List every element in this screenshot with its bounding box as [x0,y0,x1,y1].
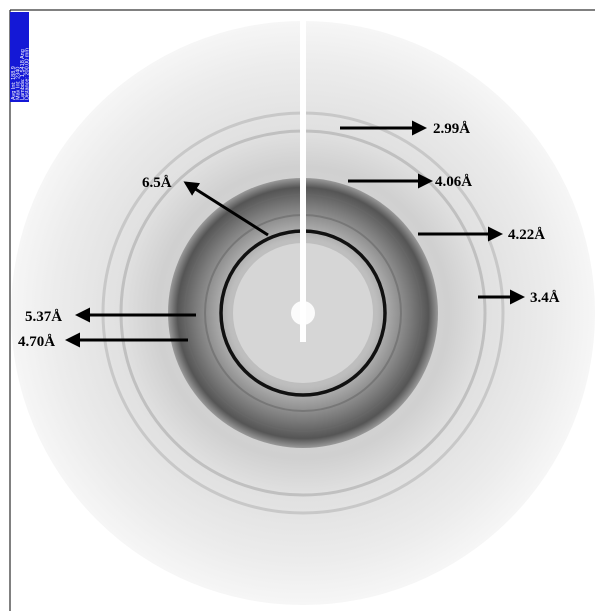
d-spacing-label: 4.70Å [18,334,55,350]
d-spacing-label: 6.5Å [142,175,172,191]
beam-stop [300,12,306,342]
diffraction-figure: Avg Int: 188.9 Max Int: 2340 Lambda: 1.5… [0,0,595,611]
d-spacing-label: 2.99Å [433,121,470,137]
d-spacing-label: 3.4Å [530,290,560,306]
d-spacing-label: 4.06Å [435,174,472,190]
d-spacing-label: 5.37Å [25,309,62,325]
info-line: Distance: 200.00 mm [25,48,31,100]
d-spacing-label: 4.22Å [508,227,545,243]
